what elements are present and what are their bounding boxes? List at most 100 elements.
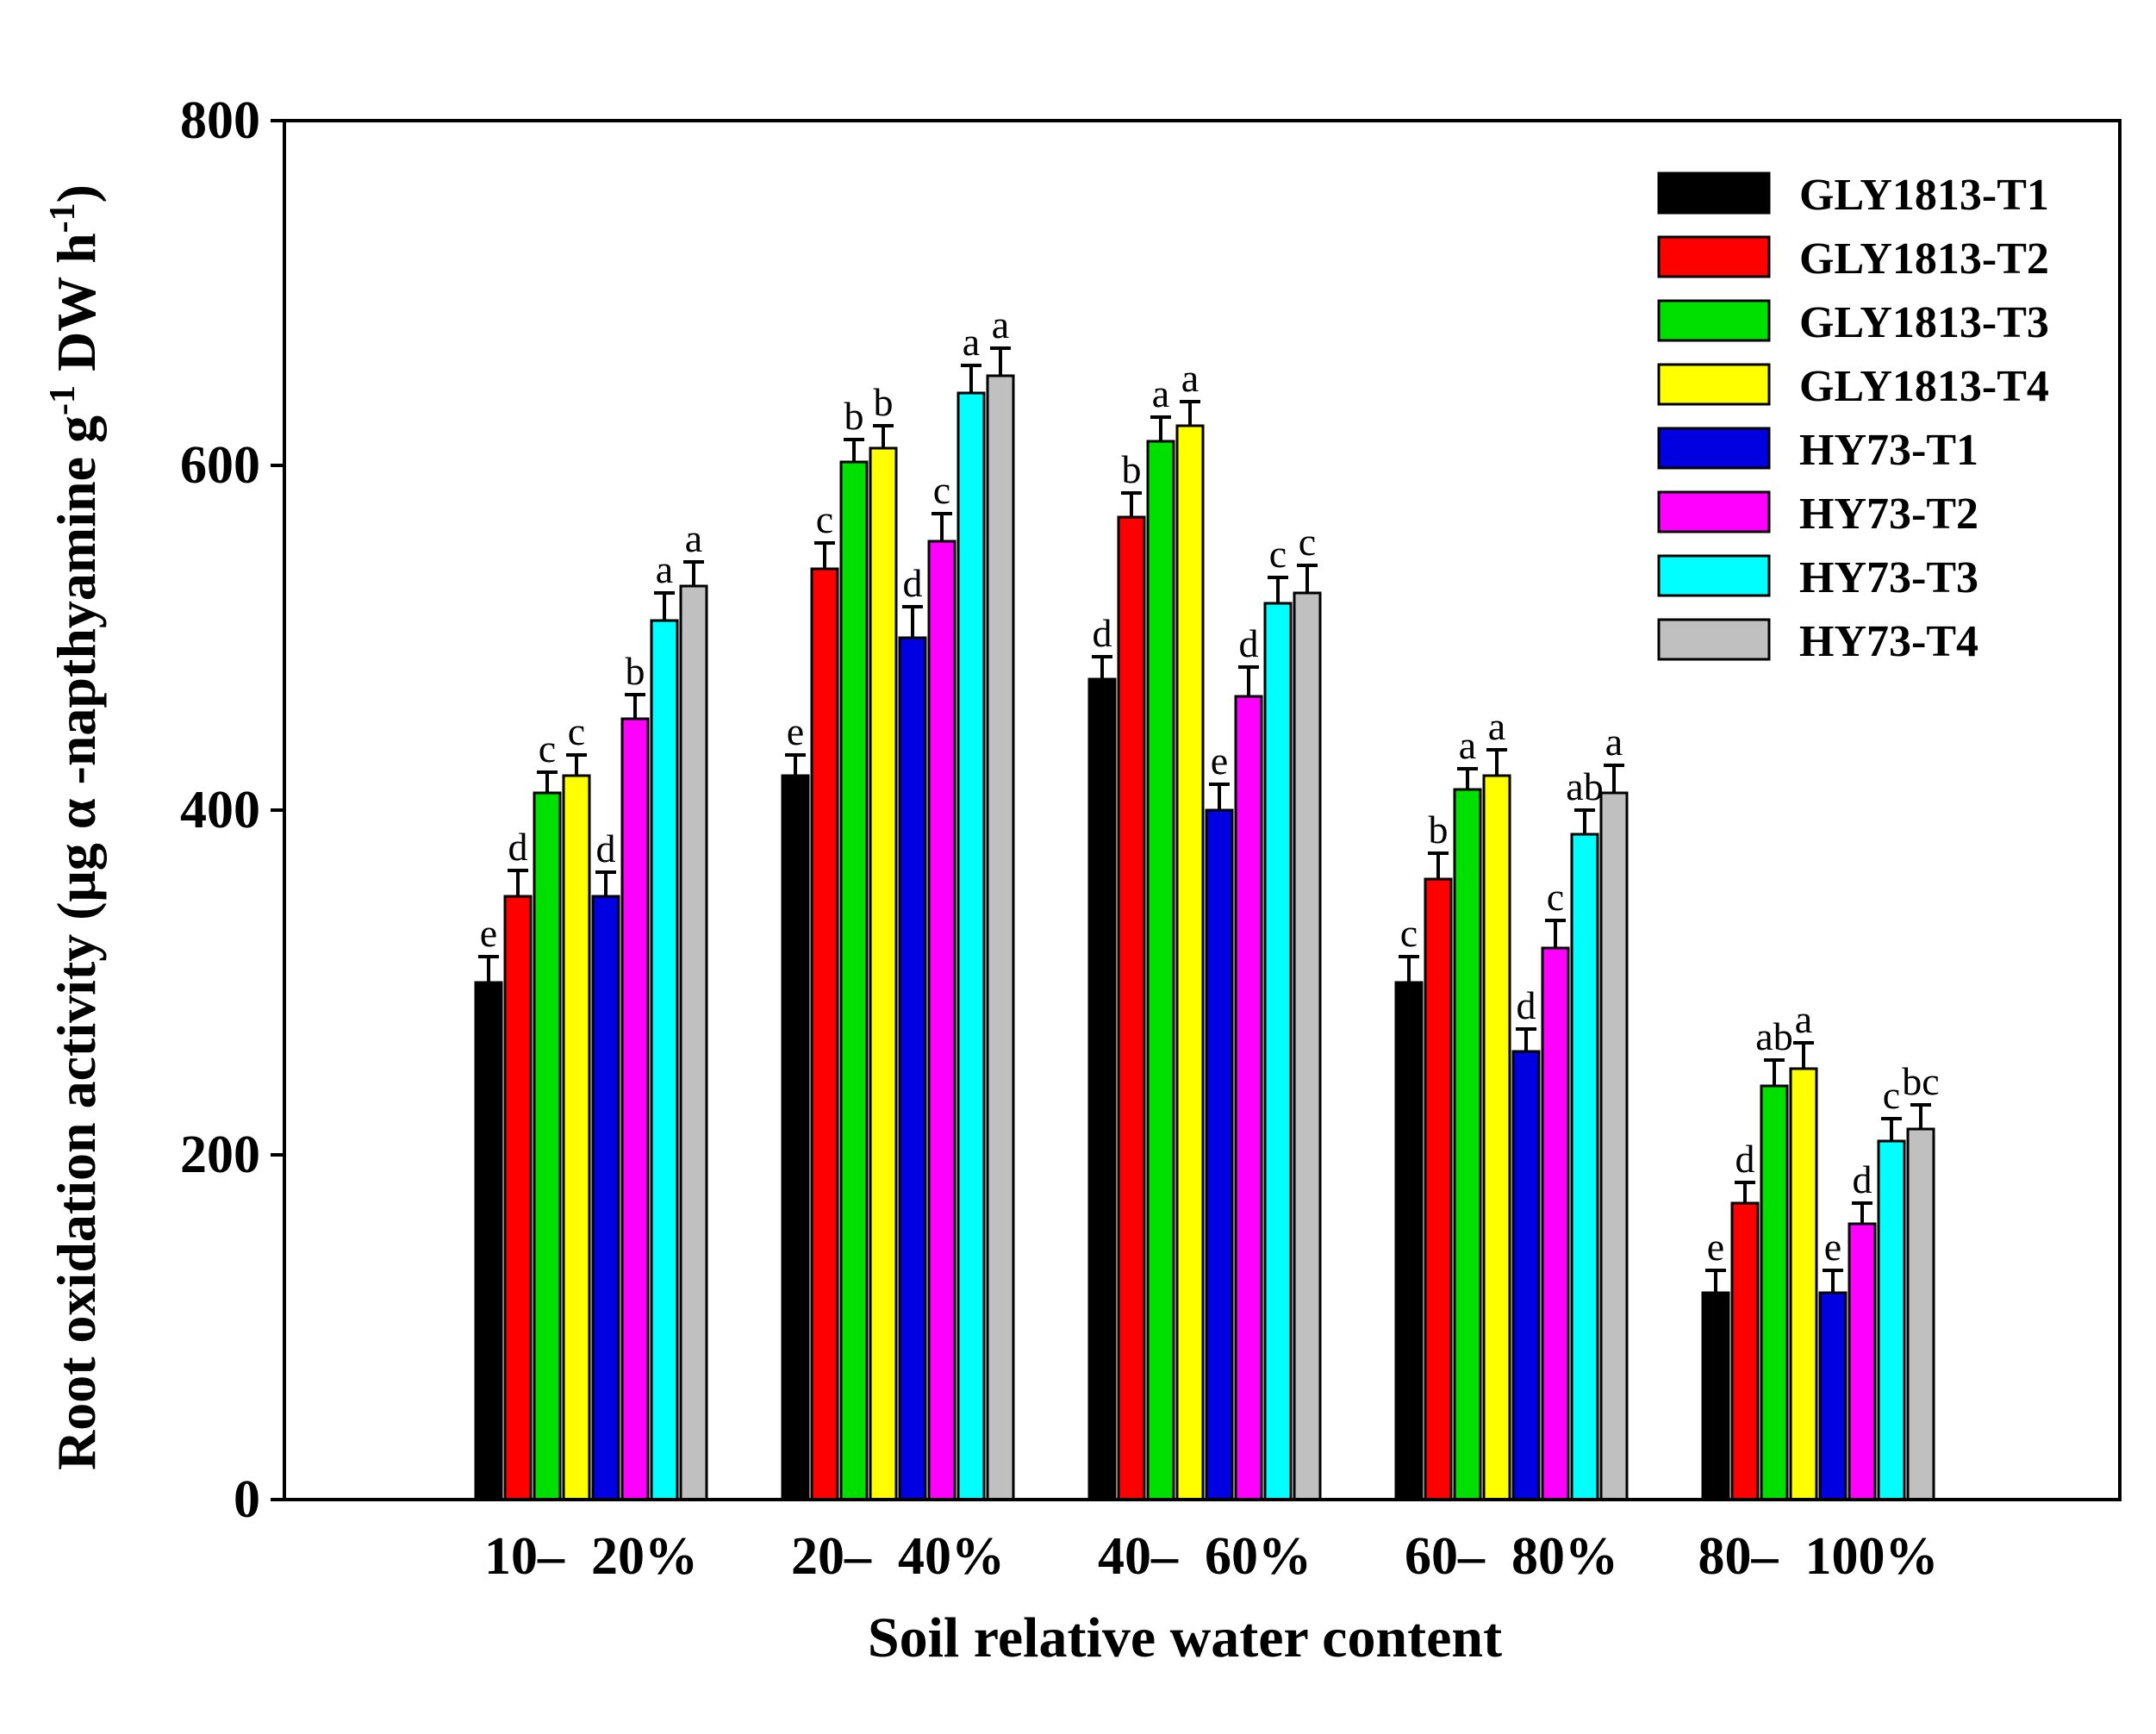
significance-label: a	[1152, 371, 1169, 415]
significance-label: e	[1824, 1225, 1841, 1269]
legend: GLY1813-T1 GLY1813-T2 GLY1813-T3 GLY1813-T4…	[1657, 171, 2049, 666]
significance-label: ab	[1566, 764, 1603, 808]
bar	[1394, 981, 1424, 1501]
bar	[1541, 946, 1570, 1501]
legend-label: GLY1813-T1	[1799, 171, 2049, 220]
significance-label: d	[1093, 611, 1112, 655]
significance-label: a	[1488, 704, 1505, 748]
x-tick-label: 60– 80%	[1405, 1527, 1618, 1586]
bar	[650, 619, 679, 1501]
bar	[986, 374, 1015, 1501]
significance-label: a	[1605, 720, 1623, 764]
bar	[533, 791, 562, 1501]
x-tick-label: 10– 20%	[484, 1527, 698, 1586]
significance-label: b	[844, 394, 864, 438]
x-axis: 10– 20% 20– 40% 40– 60% 60– 80% 80– 100%	[484, 1527, 1939, 1586]
bar	[1424, 877, 1453, 1501]
y-tick-label: 0	[234, 1470, 260, 1529]
bar	[1293, 591, 1322, 1501]
significance-label: c	[1883, 1073, 1900, 1117]
significance-label: d	[596, 826, 616, 870]
x-tick-label: 80– 100%	[1698, 1527, 1939, 1586]
x-tick-label: 20– 40%	[791, 1527, 1005, 1586]
legend-swatch	[1657, 554, 1771, 597]
y-axis-title-sup2: -1	[43, 203, 83, 233]
legend-label: GLY1813-T2	[1799, 234, 2049, 284]
bar	[1730, 1201, 1760, 1501]
bar	[679, 584, 708, 1501]
bar	[1511, 1050, 1541, 1501]
bar	[620, 717, 650, 1501]
bar	[1570, 833, 1599, 1501]
significance-label: a	[685, 516, 702, 560]
bar	[1205, 808, 1234, 1501]
bar	[503, 895, 533, 1501]
significance-label: a	[992, 303, 1009, 346]
y-axis-title: Root oxidation activity (μg α -napthyami…	[43, 184, 107, 1470]
significance-label: c	[1299, 520, 1316, 564]
significance-label: a	[1459, 723, 1476, 767]
bar	[474, 981, 503, 1501]
y-tick-label: 600	[180, 436, 260, 495]
bar	[1760, 1084, 1789, 1501]
significance-label: d	[1517, 983, 1536, 1027]
bar	[927, 540, 956, 1501]
bar	[1877, 1139, 1906, 1501]
bar	[1818, 1291, 1848, 1501]
y-axis-title-mid: DW h	[46, 233, 107, 385]
y-axis-title-sup1: -1	[43, 385, 83, 415]
bar	[810, 567, 839, 1501]
bar	[781, 774, 810, 1501]
significance-label: c	[933, 468, 950, 512]
y-tick-label: 800	[180, 91, 260, 150]
significance-label: b	[874, 380, 894, 424]
significance-label: d	[508, 825, 528, 869]
significance-label: c	[816, 497, 833, 541]
legend-swatch	[1657, 299, 1771, 342]
y-tick-label: 200	[180, 1126, 260, 1184]
x-axis-title: Soil relative water content	[868, 1606, 1502, 1669]
significance-label: c	[1400, 911, 1418, 955]
legend-label: HY73-T3	[1799, 553, 1978, 602]
significance-label: b	[626, 649, 645, 693]
significance-label: c	[1547, 875, 1564, 919]
significance-label: bc	[1902, 1059, 1939, 1103]
y-axis-title-end: )	[46, 184, 107, 203]
bar	[956, 391, 986, 1501]
significance-label: a	[1181, 356, 1199, 400]
significance-label: b	[1122, 447, 1142, 491]
significance-label: b	[1429, 808, 1449, 851]
legend-label: HY73-T2	[1799, 490, 1978, 539]
bar	[1453, 788, 1482, 1501]
significance-label: a	[1795, 997, 1812, 1041]
significance-label: c	[539, 727, 556, 770]
bar	[1175, 424, 1205, 1501]
bar	[1234, 695, 1263, 1501]
significance-label: e	[1211, 739, 1228, 783]
legend-swatch	[1657, 618, 1771, 661]
x-tick-label: 40– 60%	[1098, 1527, 1312, 1586]
significance-label: e	[1707, 1225, 1724, 1269]
bar	[1263, 602, 1293, 1501]
significance-label: d	[1239, 621, 1259, 665]
bar	[839, 460, 869, 1501]
legend-label: HY73-T1	[1799, 426, 1978, 475]
bar	[562, 774, 591, 1501]
significance-label: a	[656, 547, 673, 591]
significance-label: d	[1735, 1137, 1755, 1181]
bar	[1906, 1127, 1935, 1501]
legend-swatch	[1657, 427, 1771, 470]
significance-label: ab	[1755, 1014, 1792, 1058]
significance-label: c	[568, 709, 585, 753]
y-axis-title-main: Root oxidation activity (μg α -napthyami…	[46, 415, 107, 1470]
bar	[869, 446, 898, 1501]
bar	[898, 636, 927, 1501]
bar	[1789, 1067, 1818, 1501]
legend-swatch	[1657, 363, 1771, 406]
y-tick-label: 400	[180, 781, 260, 839]
significance-label: e	[787, 709, 804, 753]
bar	[1701, 1291, 1730, 1501]
bar	[1146, 440, 1175, 1501]
bar	[1117, 515, 1146, 1501]
